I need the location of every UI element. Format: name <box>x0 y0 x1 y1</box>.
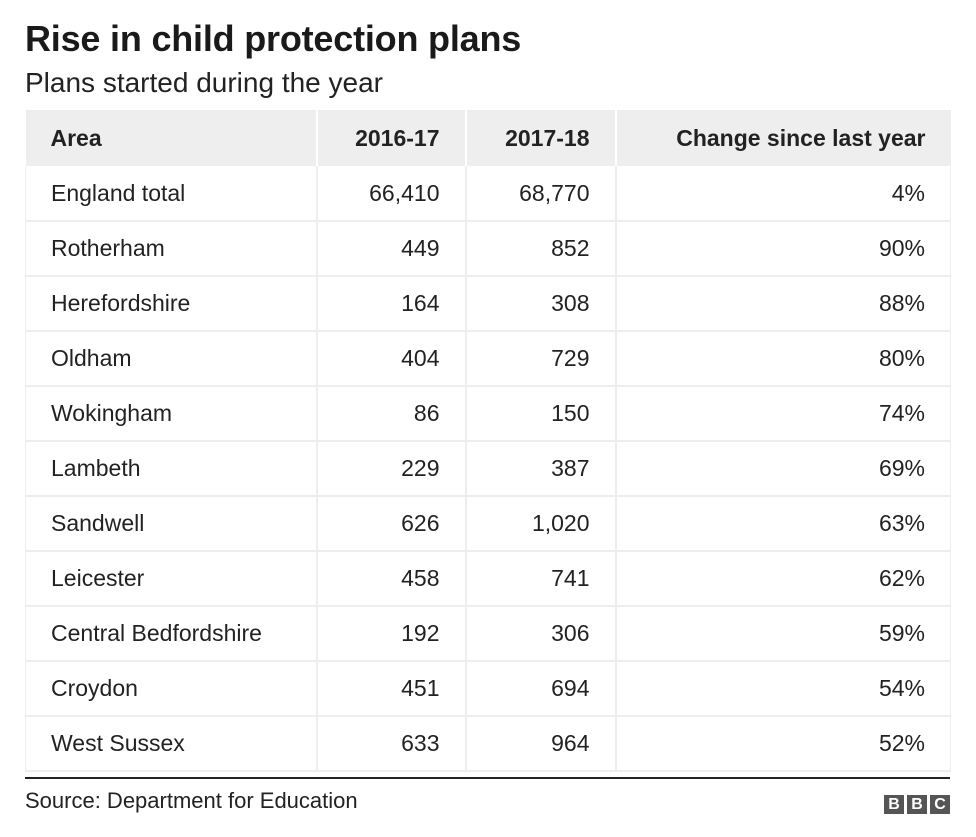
cell-change: 4% <box>615 166 951 222</box>
cell-2016-17: 451 <box>316 661 467 717</box>
cell-area: West Sussex <box>25 716 318 772</box>
table-row: Herefordshire 164 308 88% <box>25 276 951 332</box>
cell-2016-17: 229 <box>316 441 467 497</box>
cell-change: 63% <box>615 496 951 552</box>
cell-2017-18: 308 <box>465 276 617 332</box>
column-header-change: Change since last year <box>676 124 926 151</box>
cell-2017-18: 694 <box>465 661 617 717</box>
logo-letter: B <box>907 795 927 814</box>
footer-divider <box>25 777 950 779</box>
table-row: Leicester 458 741 62% <box>25 551 951 607</box>
table-row: Oldham 404 729 80% <box>25 331 951 387</box>
cell-2016-17: 633 <box>316 716 467 772</box>
table-row: Lambeth 229 387 69% <box>25 441 951 497</box>
cell-2017-18: 68,770 <box>465 166 617 222</box>
cell-area: Wokingham <box>25 386 318 442</box>
cell-2017-18: 306 <box>465 606 617 662</box>
data-table-container: Area 2016-17 2017-18 Change since last y… <box>25 110 951 772</box>
cell-change: 59% <box>615 606 951 662</box>
cell-2016-17: 192 <box>316 606 467 662</box>
cell-change: 88% <box>615 276 951 332</box>
chart-title: Rise in child protection plans <box>25 18 522 59</box>
cell-change: 90% <box>615 221 951 277</box>
cell-2016-17: 86 <box>316 386 467 442</box>
table-row: Central Bedfordshire 192 306 59% <box>25 606 951 662</box>
cell-change: 52% <box>615 716 951 772</box>
cell-change: 80% <box>615 331 951 387</box>
cell-area: Leicester <box>25 551 318 607</box>
cell-2017-18: 741 <box>465 551 617 607</box>
cell-change: 74% <box>615 386 951 442</box>
cell-2016-17: 66,410 <box>316 166 467 222</box>
column-header-2017-18: 2017-18 <box>465 110 617 166</box>
cell-2017-18: 964 <box>465 716 617 772</box>
chart-subtitle: Plans started during the year <box>25 67 383 98</box>
cell-2017-18: 387 <box>465 441 617 497</box>
table-row: Sandwell 626 1,020 63% <box>25 496 951 552</box>
column-header-area: Area <box>25 110 318 166</box>
cell-2016-17: 458 <box>316 551 467 607</box>
bbc-logo: B B C <box>884 795 950 814</box>
column-header-2016-17: 2016-17 <box>316 110 467 166</box>
cell-area: Sandwell <box>25 496 318 552</box>
cell-change: 62% <box>615 551 951 607</box>
cell-area: Croydon <box>25 661 318 717</box>
cell-2017-18: 729 <box>465 331 617 387</box>
cell-area: Lambeth <box>25 441 318 497</box>
source-note: Source: Department for Education <box>25 788 358 813</box>
logo-letter: B <box>884 795 904 814</box>
cell-2017-18: 852 <box>465 221 617 277</box>
cell-area: Rotherham <box>25 221 318 277</box>
data-table: Area 2016-17 2017-18 Change since last y… <box>25 110 951 772</box>
table-row: West Sussex 633 964 52% <box>25 716 951 772</box>
table-header-row: Area 2016-17 2017-18 Change since last y… <box>25 110 951 166</box>
table-row: Wokingham 86 150 74% <box>25 386 951 442</box>
cell-2016-17: 404 <box>316 331 467 387</box>
table-row: England total 66,410 68,770 4% <box>25 166 951 222</box>
cell-change: 54% <box>615 661 951 717</box>
cell-area: Oldham <box>25 331 318 387</box>
cell-2017-18: 1,020 <box>465 496 617 552</box>
cell-area: England total <box>25 166 318 222</box>
cell-area: Herefordshire <box>25 276 318 332</box>
cell-area: Central Bedfordshire <box>25 606 318 662</box>
cell-2016-17: 449 <box>316 221 467 277</box>
table-body: England total 66,410 68,770 4% Rotherham 449 8… <box>25 166 951 772</box>
logo-letter: C <box>930 795 950 814</box>
cell-2016-17: 626 <box>316 496 467 552</box>
table-row: Croydon 451 694 54% <box>25 661 951 717</box>
cell-2016-17: 164 <box>316 276 467 332</box>
cell-2017-18: 150 <box>465 386 617 442</box>
cell-change: 69% <box>615 441 951 497</box>
table-row: Rotherham 449 852 90% <box>25 221 951 277</box>
